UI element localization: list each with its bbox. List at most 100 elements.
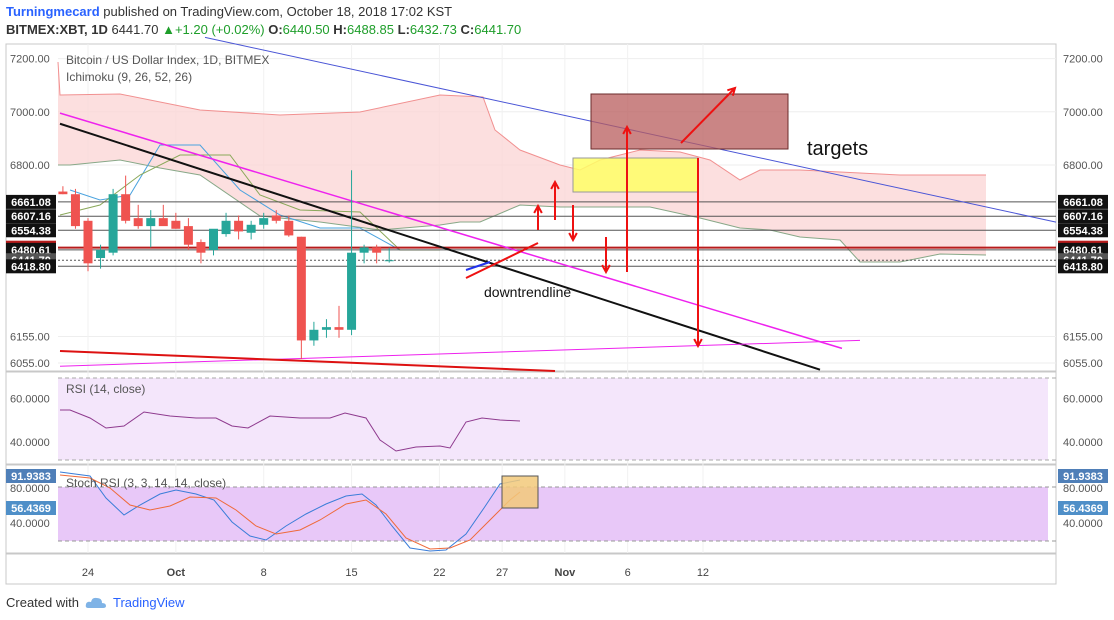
y-tick-label-left: 6800.00 <box>10 160 50 172</box>
price-tag-right <box>1058 194 1108 209</box>
low-label: L: <box>397 22 410 37</box>
yellow-zone-box <box>572 157 699 193</box>
price-tag-right <box>1058 223 1108 238</box>
candle-body <box>146 218 156 227</box>
stoch-tick-right: 80.0000 <box>1063 483 1103 495</box>
candle-body <box>309 329 319 341</box>
y-tick-label-right: 7200.00 <box>1063 54 1103 66</box>
chart-title: Bitcoin / US Dollar Index, 1D, BITMEX <box>66 53 269 67</box>
candle-body <box>133 218 143 227</box>
stoch-tag-left-text: 91.9383 <box>11 471 51 483</box>
candle-body <box>196 242 206 253</box>
y-tick-label-left: 7200.00 <box>10 54 50 66</box>
candle-body <box>259 218 269 225</box>
symbol-label: BITMEX:XBT, 1D <box>6 22 108 37</box>
tradingview-cloud-icon <box>85 597 106 608</box>
candle-body <box>246 224 256 233</box>
ohlc-header: BITMEX:XBT, 1D 6441.70 ▲+1.20 (+0.02%) O… <box>6 22 521 37</box>
arrow-up-3-head <box>622 124 632 135</box>
price-tag-right-text: 6607.16 <box>1063 211 1103 223</box>
tradingview-link[interactable]: TradingView <box>112 595 185 610</box>
rsi-band <box>58 378 1048 460</box>
created-with-label: Created with <box>6 595 79 610</box>
price-tag-left <box>6 259 56 274</box>
high-value: 6488.85 <box>347 22 395 37</box>
stoch-highlight-box <box>501 475 539 509</box>
candle-body <box>296 236 306 341</box>
candle-body <box>121 194 131 221</box>
arrow-down-1-head <box>568 232 578 243</box>
y-tick-label-right: 6800.00 <box>1063 160 1103 172</box>
indicator-label: Ichimoku (9, 26, 52, 26) <box>66 70 192 84</box>
stoch-tick-right: 40.0000 <box>1063 518 1103 530</box>
footer: Created with TradingView <box>6 595 185 610</box>
price-tag-left-text: 6661.08 <box>11 197 51 209</box>
candle-body <box>58 191 68 195</box>
price-tag-left-text: 6554.38 <box>11 225 51 237</box>
candle-body <box>171 220 181 229</box>
candle-body <box>108 194 118 253</box>
magenta-support-line <box>59 339 861 367</box>
stoch-tag-left <box>6 501 56 515</box>
candle-body <box>83 220 93 264</box>
y-tick-label-right: 6055.00 <box>1063 358 1103 370</box>
candle-body <box>334 327 344 330</box>
high-label: H: <box>333 22 348 37</box>
y-tick-label-left: 6055.00 <box>10 358 50 370</box>
price-tag-left <box>6 223 56 238</box>
target-zone-box <box>590 93 789 150</box>
candle-body <box>183 226 193 245</box>
up-arrow-icon: ▲ <box>162 22 175 37</box>
blue-segment <box>465 261 491 271</box>
stoch-tick-left: 80.0000 <box>10 483 50 495</box>
senkou-span-a <box>57 61 986 181</box>
price-tag-left-text: 6607.16 <box>11 211 51 223</box>
low-value: 6432.73 <box>409 22 457 37</box>
downtrendline-label: downtrendline <box>484 284 571 300</box>
arrow-down-2-head <box>601 264 611 275</box>
stoch-tag-right <box>1058 501 1108 515</box>
ichimoku-cloud <box>58 62 986 262</box>
targets-label: targets <box>807 138 868 160</box>
stoch-k-line <box>59 471 521 552</box>
last-price: 6441.70 <box>111 22 159 37</box>
price-tag-left-text: 6418.80 <box>11 261 51 273</box>
publish-info: published on TradingView.com, October 18… <box>103 4 453 19</box>
x-tick-label: 27 <box>496 567 508 579</box>
stoch-tag-right <box>1058 469 1108 483</box>
y-tick-label-left: 6155.00 <box>10 331 50 343</box>
candle-body <box>96 250 106 259</box>
stoch-tag-right-text: 56.4369 <box>1063 503 1103 515</box>
stoch-title: Stoch RSI (3, 3, 14, 14, close) <box>66 476 226 490</box>
magenta-trendline <box>59 112 843 350</box>
arrow-up-target <box>680 87 736 144</box>
x-tick-label: 6 <box>625 567 631 579</box>
tenkan-line <box>69 144 440 251</box>
candle-body <box>70 194 80 227</box>
x-tick-label: 15 <box>345 567 357 579</box>
x-tick-label: Nov <box>555 567 577 579</box>
close-label: C: <box>460 22 475 37</box>
arrow-up-2-head <box>550 179 560 190</box>
candle-body <box>209 228 218 251</box>
candle-body <box>321 327 331 330</box>
author-link[interactable]: Turningmecard <box>6 4 100 19</box>
close-value: 6441.70 <box>474 22 522 37</box>
candle-body <box>234 220 244 232</box>
kijun-line <box>59 154 440 251</box>
arrow-up-1-head <box>533 203 543 214</box>
stoch-d-line <box>59 474 521 550</box>
y-tick-label-left: 7000.00 <box>10 107 50 119</box>
stoch-tag-right-text: 91.9383 <box>1063 471 1103 483</box>
rsi-tick-left: 40.0000 <box>10 437 50 449</box>
stoch-tag-left-text: 56.4369 <box>11 503 51 515</box>
x-tick-label: Oct <box>167 567 186 579</box>
x-tick-label: 12 <box>697 567 709 579</box>
rsi-tick-right: 60.0000 <box>1063 393 1103 405</box>
candle-body <box>271 215 281 221</box>
rsi-tick-right: 40.0000 <box>1063 437 1103 449</box>
stoch-band <box>58 487 1048 541</box>
y-tick-label-right: 6155.00 <box>1063 331 1103 343</box>
black-downtrendline <box>59 122 821 371</box>
